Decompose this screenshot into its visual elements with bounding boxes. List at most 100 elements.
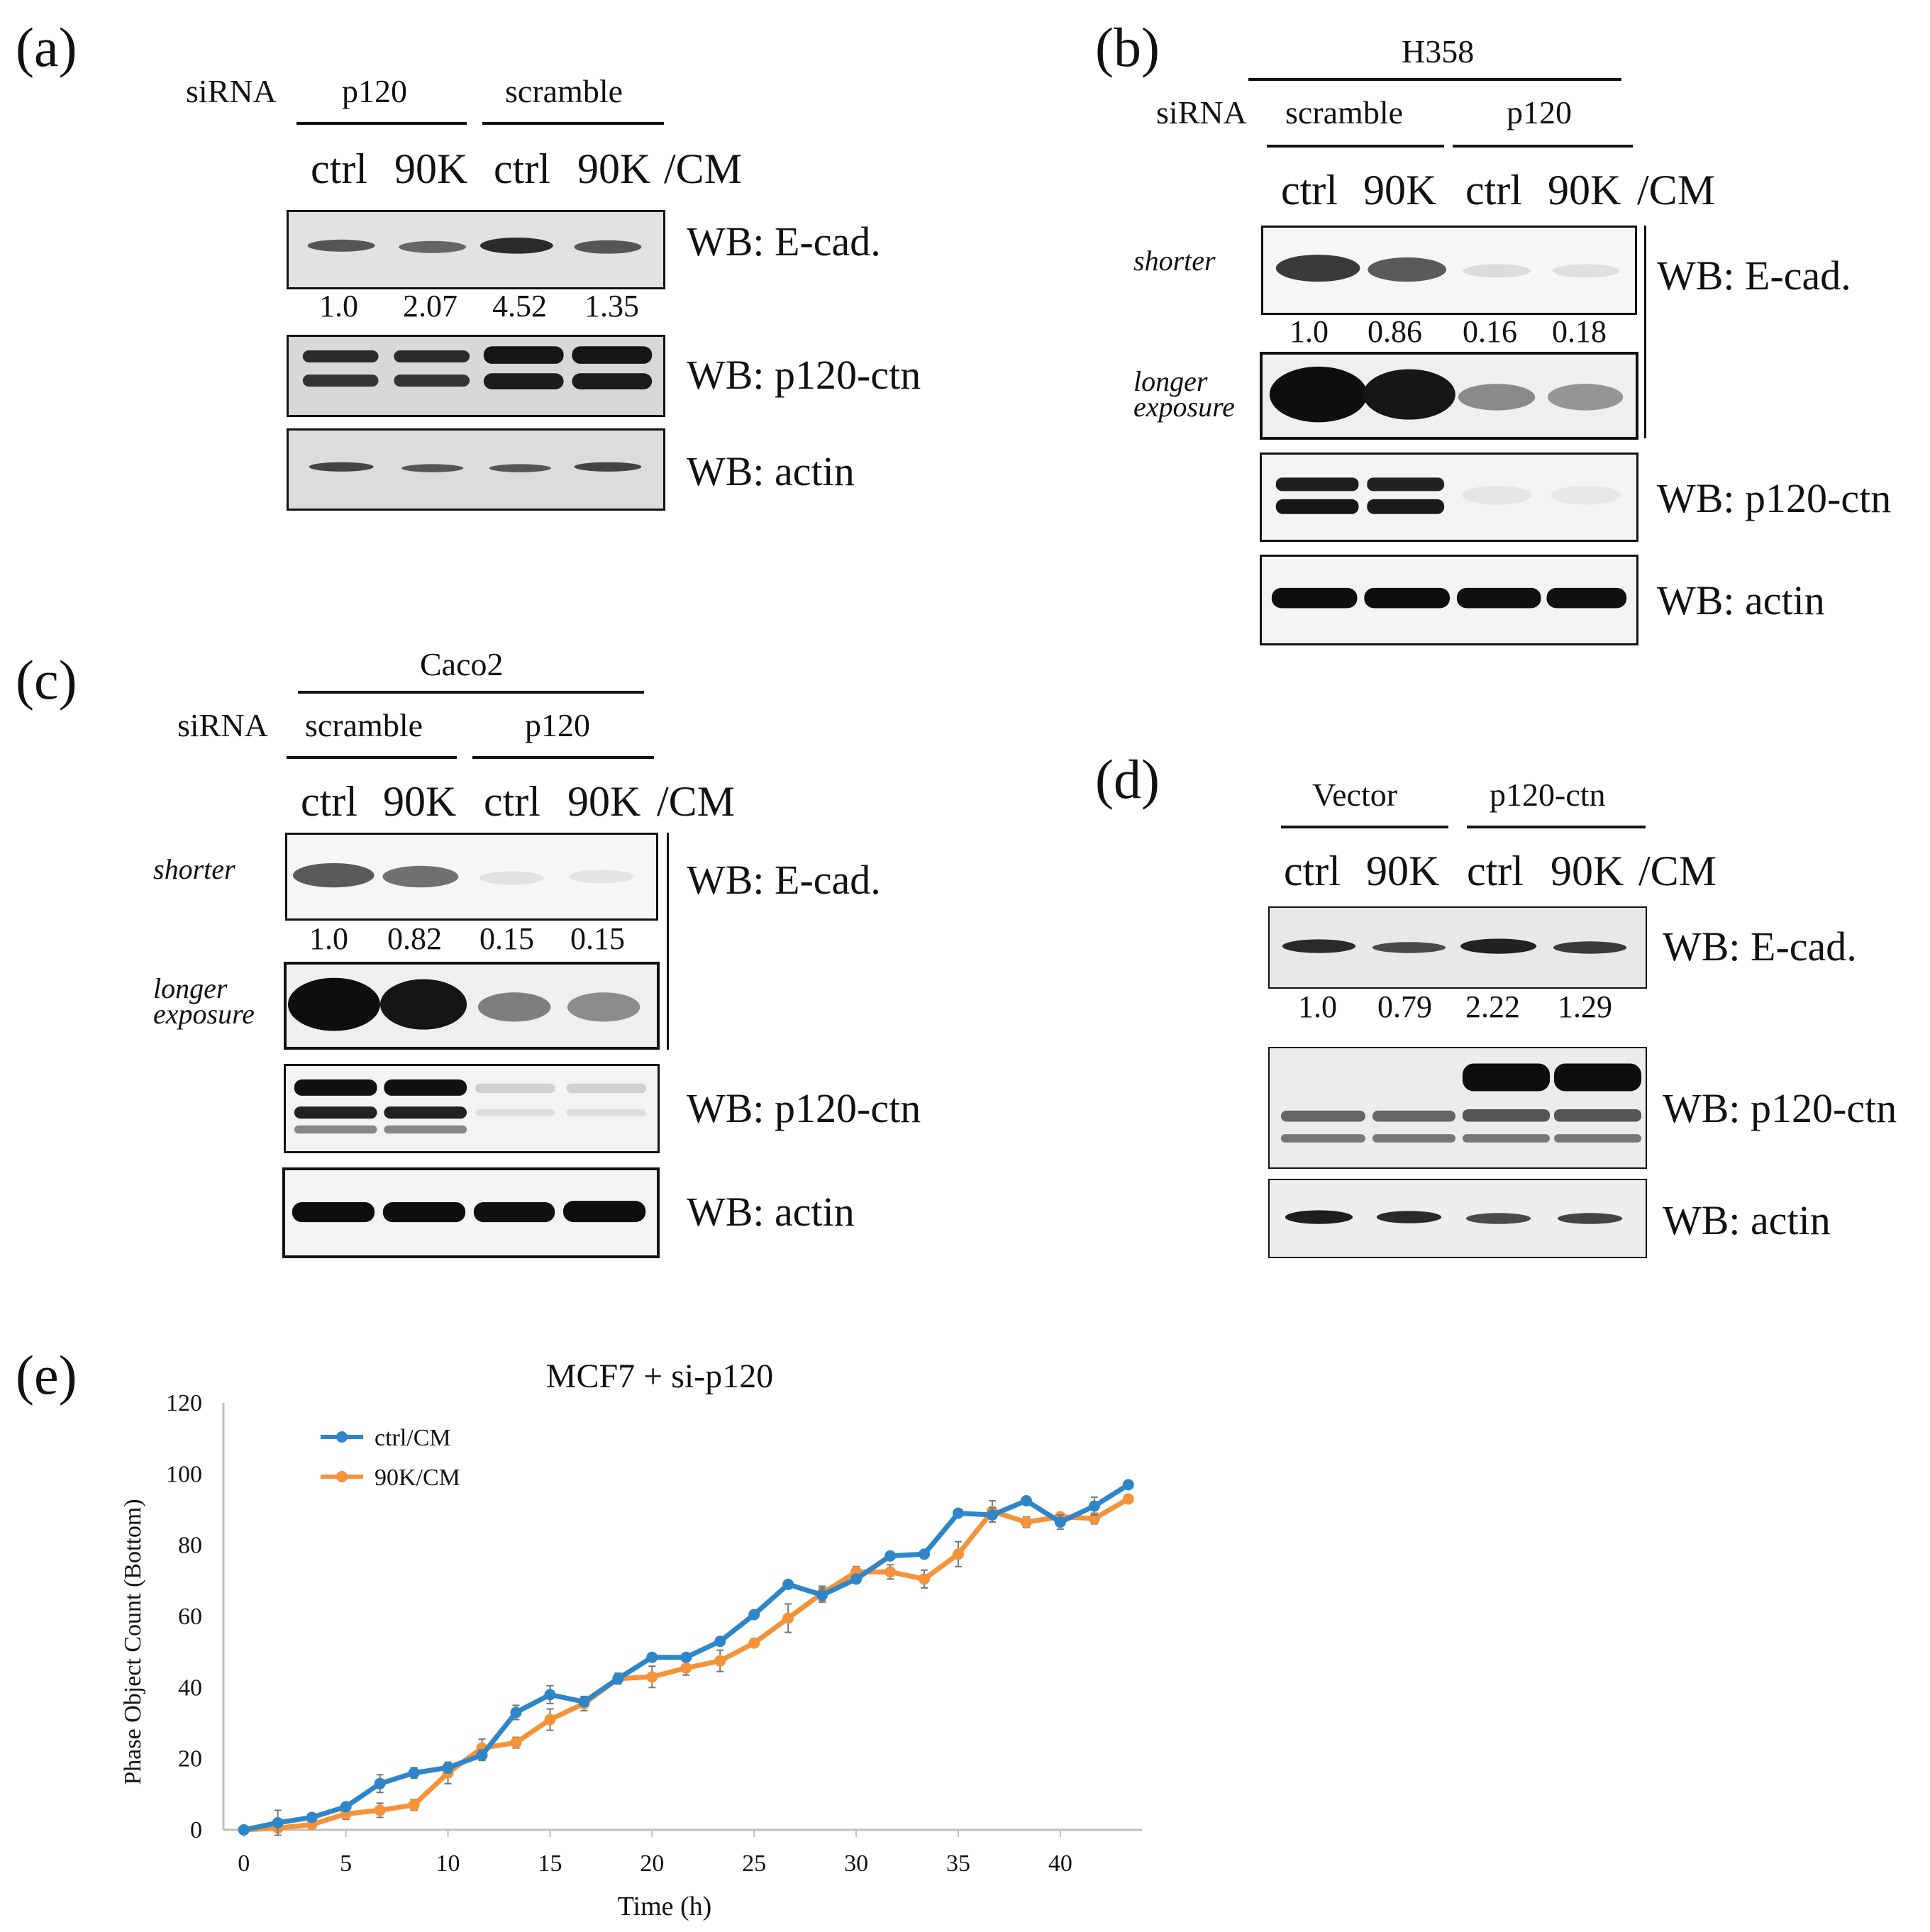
data-point-90k <box>374 1804 386 1816</box>
chart-xlabel: Time (h) <box>618 1892 712 1921</box>
panel-d-group-p120: p120-ctn <box>1490 777 1606 813</box>
panel-b-group-rule <box>1267 145 1444 148</box>
panel-a-wb-actin-label: WB: actin <box>687 448 855 494</box>
panel-c-exposure-long-1: longer <box>153 972 228 1004</box>
y-tick-label: 40 <box>178 1675 202 1701</box>
x-tick-label: 25 <box>742 1850 766 1877</box>
panel-c-wb-p120-label: WB: p120-ctn <box>687 1085 921 1131</box>
panel-c-bracket <box>667 833 669 1050</box>
data-point-90k <box>544 1714 556 1726</box>
panel-c-lane-cm: /CM <box>657 778 736 825</box>
panel-c-cell-line: Caco2 <box>420 646 504 682</box>
panel-d-quant-2: 0.79 <box>1377 989 1432 1024</box>
data-point-90k <box>1122 1493 1134 1505</box>
panel-a-lane-cm: /CM <box>664 145 743 192</box>
data-point-ctrl <box>578 1696 590 1708</box>
panel-e-label: (e) <box>16 1344 77 1406</box>
y-tick-label: 20 <box>178 1746 202 1772</box>
legend-90k-marker <box>336 1471 348 1482</box>
legend-90k-label: 90K/CM <box>375 1465 460 1491</box>
panel-d-group-rule <box>1281 826 1448 828</box>
data-point-ctrl <box>442 1762 454 1774</box>
panel-c-group-rule <box>287 756 457 759</box>
panel-c-sirna-label: siRNA <box>177 707 268 743</box>
panel-a-group-p120: p120 <box>342 73 407 109</box>
panel-a-wb-ecad-label: WB: E-cad. <box>687 218 881 265</box>
panel-b-group-scramble: scramble <box>1285 94 1404 131</box>
panel-b-quant-1: 1.0 <box>1290 314 1329 349</box>
data-point-90k <box>919 1573 931 1585</box>
panel-d-blot-ecad <box>1268 906 1647 989</box>
data-point-90k <box>408 1799 420 1811</box>
data-point-ctrl <box>1054 1516 1066 1528</box>
panel-b-sirna-label: siRNA <box>1156 94 1247 131</box>
x-tick-label: 35 <box>946 1850 970 1877</box>
y-tick-label: 0 <box>190 1817 202 1843</box>
panel-a-group-rule <box>296 122 467 125</box>
panel-c-quant-2: 0.82 <box>387 921 442 956</box>
data-point-ctrl <box>476 1749 488 1761</box>
panel-b-wb-p120-label: WB: p120-ctn <box>1657 475 1892 521</box>
data-point-ctrl <box>238 1824 250 1836</box>
panel-c-lane-3: ctrl <box>484 778 540 825</box>
x-tick-label: 40 <box>1048 1850 1072 1877</box>
panel-b-wb-ecad-label: WB: E-cad. <box>1657 252 1851 299</box>
panel-a-group-scramble: scramble <box>505 73 623 109</box>
data-point-ctrl <box>1020 1494 1032 1506</box>
panel-b-wb-actin-label: WB: actin <box>1657 577 1825 623</box>
panel-c-group-p120: p120 <box>525 707 590 743</box>
panel-d-lane-cm: /CM <box>1638 848 1717 894</box>
panel-c-lane-4: 90K <box>567 778 641 825</box>
panel-c-quant-3: 0.15 <box>479 921 534 956</box>
data-point-ctrl <box>919 1548 931 1560</box>
panel-c-quant-1: 1.0 <box>309 921 348 956</box>
chart-title: MCF7 + si-p120 <box>546 1358 773 1395</box>
panel-b-lane-3: ctrl <box>1465 167 1522 213</box>
y-tick-label: 60 <box>178 1604 202 1630</box>
panel-a-label: (a) <box>16 16 77 78</box>
panel-d-wb-ecad-label: WB: E-cad. <box>1663 923 1857 970</box>
data-point-ctrl <box>986 1509 998 1521</box>
data-point-ctrl <box>850 1573 863 1585</box>
panel-a-wb-p120-label: WB: p120-ctn <box>687 352 921 398</box>
panel-b-lane-4: 90K <box>1548 167 1621 213</box>
panel-b-blot-ecad-short <box>1261 226 1637 315</box>
x-tick-label: 10 <box>436 1850 460 1877</box>
data-point-ctrl <box>1088 1500 1100 1512</box>
y-tick-label: 100 <box>166 1461 202 1487</box>
panel-c-blot-ecad-short <box>285 833 658 921</box>
panel-b-blot-ecad-long <box>1260 352 1638 440</box>
panel-a-blot-ecad <box>287 210 665 289</box>
panel-a-quant-1: 1.0 <box>319 289 358 323</box>
x-tick-label: 20 <box>640 1850 664 1877</box>
x-tick-label: 15 <box>538 1850 562 1877</box>
data-point-90k <box>646 1671 658 1683</box>
data-point-90k <box>714 1655 726 1667</box>
data-point-ctrl <box>884 1550 897 1562</box>
panel-b-cell-line-rule <box>1248 78 1621 81</box>
data-point-ctrl <box>612 1672 624 1684</box>
data-point-ctrl <box>1122 1479 1134 1491</box>
data-point-90k <box>748 1637 760 1649</box>
panel-d-blot-p120 <box>1268 1047 1647 1169</box>
panel-c-label: (c) <box>16 649 77 711</box>
panel-c-exposure-long-2: exposure <box>153 998 255 1030</box>
panel-b-exposure-short: shorter <box>1133 245 1216 277</box>
panel-b-exposure-long-2: exposure <box>1133 391 1235 423</box>
panel-c-quant-4: 0.15 <box>570 921 625 956</box>
panel-d-quant-4: 1.29 <box>1558 989 1612 1024</box>
panel-d-blot-actin <box>1268 1179 1647 1258</box>
data-point-ctrl <box>953 1507 964 1519</box>
y-tick-label: 120 <box>166 1390 202 1416</box>
panel-c-lane-1: ctrl <box>301 778 357 825</box>
panel-b-bracket <box>1644 226 1646 438</box>
data-point-90k <box>782 1612 794 1624</box>
data-point-ctrl <box>340 1801 352 1813</box>
panel-a-lane-1: ctrl <box>311 145 367 192</box>
panel-d-lane-3: ctrl <box>1467 848 1524 894</box>
chart-ylabel: Phase Object Count (Bottom) <box>120 1499 146 1784</box>
data-point-90k <box>953 1548 964 1560</box>
panel-a-lane-4: 90K <box>577 145 651 192</box>
panel-b-quant-3: 0.16 <box>1463 314 1517 349</box>
panel-c-wb-actin-label: WB: actin <box>687 1189 855 1235</box>
